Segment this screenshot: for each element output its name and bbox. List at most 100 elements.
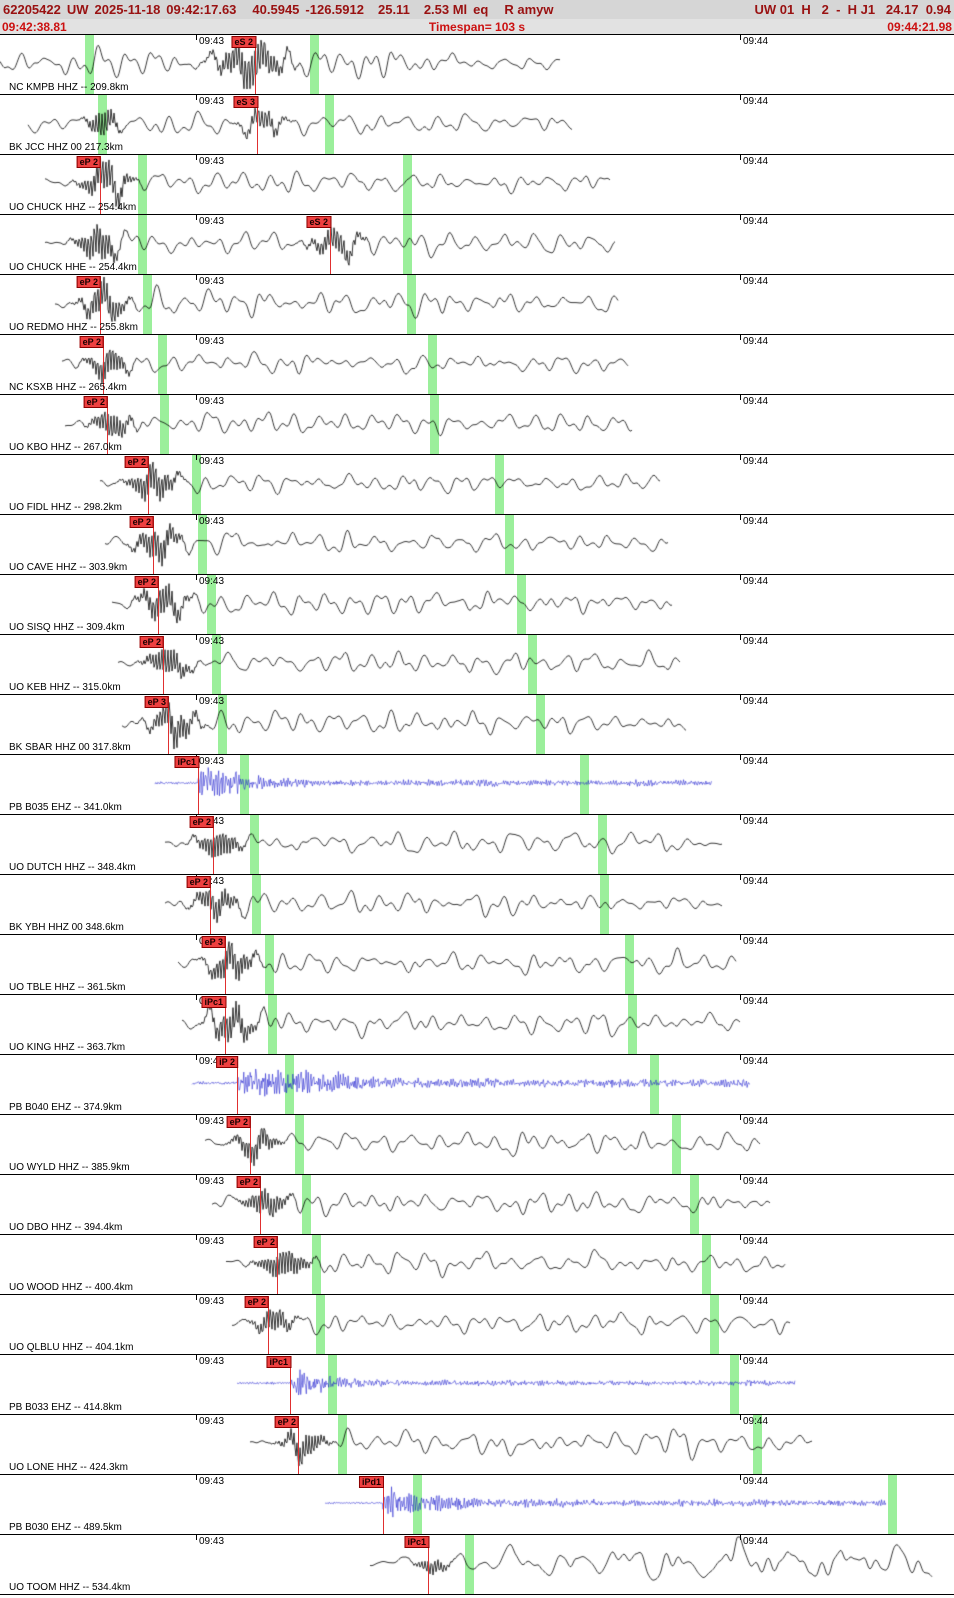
trace-row[interactable]: 09:43 09:44 eS 3 BK JCC HHZ 00 217.3km — [0, 95, 954, 155]
trace-row[interactable]: 09:43 09:44 iPc1 PB B033 EHZ -- 414.8km — [0, 1355, 954, 1415]
phase-pick-flag[interactable]: iPd1 — [358, 1476, 384, 1488]
pick-time-line — [163, 636, 164, 694]
phase-pick-flag[interactable]: eP 2 — [76, 276, 101, 288]
waveform-trace[interactable] — [0, 155, 954, 214]
trace-row[interactable]: 09:43 09:44 eP 2 BK YBH HHZ 00 348.6km — [0, 875, 954, 935]
trace-row[interactable]: 09:43 09:44 eP 2 UO WOOD HHZ -- 400.4km — [0, 1235, 954, 1295]
phase-pick-flag[interactable]: iPc1 — [201, 996, 226, 1008]
phase-pick-flag[interactable]: eP 2 — [274, 1416, 299, 1428]
waveform-trace[interactable] — [0, 1175, 954, 1234]
waveform-trace[interactable] — [0, 1355, 954, 1414]
station-label: PB B033 EHZ -- 414.8km — [9, 1402, 122, 1413]
phase-pick-flag[interactable]: eP 3 — [144, 696, 169, 708]
trace-row[interactable]: 09:43 09:44 iPd1 PB B030 EHZ -- 489.5km — [0, 1475, 954, 1535]
trace-row[interactable]: 09:43 09:44 iP 2 PB B040 EHZ -- 374.9km — [0, 1055, 954, 1115]
trace-row[interactable]: 09:43 09:44 eP 2 UO LONE HHZ -- 424.3km — [0, 1415, 954, 1475]
trace-row[interactable]: 09:43 09:44 eP 2 UO CHUCK HHZ -- 254.4km — [0, 155, 954, 215]
waveform-trace[interactable] — [0, 35, 954, 94]
phase-pick-flag[interactable]: eP 2 — [253, 1236, 278, 1248]
waveform-trace[interactable] — [0, 695, 954, 754]
phase-pick-flag[interactable]: eP 2 — [134, 576, 159, 588]
waveform-trace[interactable] — [0, 395, 954, 454]
trace-row[interactable]: 09:43 09:44 eP 2 UO KBO HHZ -- 267.0km — [0, 395, 954, 455]
station-label: BK JCC HHZ 00 217.3km — [9, 142, 123, 153]
phase-pick-label: eP 2 — [247, 1297, 266, 1307]
phase-pick-flag[interactable]: eP 2 — [236, 1176, 261, 1188]
trace-row[interactable]: 09:43 09:44 eP 2 UO WYLD HHZ -- 385.9km — [0, 1115, 954, 1175]
waveform-trace[interactable] — [0, 575, 954, 634]
trace-row[interactable]: 09:43 09:44 eS 2 NC KMPB HHZ -- 209.8km — [0, 35, 954, 95]
trace-row[interactable]: 09:43 09:44 eP 2 UO SISQ HHZ -- 309.4km — [0, 575, 954, 635]
waveform-trace[interactable] — [0, 215, 954, 274]
phase-pick-flag[interactable]: eP 2 — [79, 336, 104, 348]
trace-row[interactable]: 09:43 09:44 eP 2 UO QLBLU HHZ -- 404.1km — [0, 1295, 954, 1355]
trace-row[interactable]: 09:43 09:44 eP 2 UO KEB HHZ -- 315.0km — [0, 635, 954, 695]
trace-row[interactable]: 09:43 09:44 eP 3 BK SBAR HHZ 00 317.8km — [0, 695, 954, 755]
station-label: UO TOOM HHZ -- 534.4km — [9, 1582, 131, 1593]
phase-pick-flag[interactable]: eP 2 — [139, 636, 164, 648]
trace-row[interactable]: 09:43 09:44 iPc1 PB B035 EHZ -- 341.0km — [0, 755, 954, 815]
phase-pick-flag[interactable]: eP 2 — [129, 516, 154, 528]
waveform-trace[interactable] — [0, 275, 954, 334]
trace-row[interactable]: 09:43 09:44 eP 3 UO TBLE HHZ -- 361.5km — [0, 935, 954, 995]
phase-pick-flag[interactable]: eS 2 — [306, 216, 331, 228]
waveform-trace[interactable] — [0, 1415, 954, 1474]
pick-time-line — [277, 1236, 278, 1294]
event-date: 2025-11-18 — [94, 2, 161, 17]
waveform-trace[interactable] — [0, 515, 954, 574]
event-header-bar: 62205422 UW 2025-11-18 09:42:17.63 40.59… — [0, 0, 954, 19]
trace-row[interactable]: 09:43 09:44 iPc1 UO KING HHZ -- 363.7km — [0, 995, 954, 1055]
phase-pick-flag[interactable]: eP 2 — [244, 1296, 269, 1308]
phase-pick-flag[interactable]: eP 2 — [186, 876, 211, 888]
pick-time-line — [198, 756, 199, 814]
waveform-trace[interactable] — [0, 335, 954, 394]
phase-pick-label: eP 2 — [79, 277, 98, 287]
waveform-trace[interactable] — [0, 1475, 954, 1534]
waveform-trace[interactable] — [0, 1115, 954, 1174]
trace-row[interactable]: 09:43 09:44 eP 2 UO DUTCH HHZ -- 348.4km — [0, 815, 954, 875]
phase-pick-flag[interactable]: eS 2 — [231, 36, 256, 48]
pick-time-line — [237, 1056, 238, 1114]
phase-pick-flag[interactable]: eP 3 — [201, 936, 226, 948]
waveform-trace[interactable] — [0, 815, 954, 874]
pick-time-line — [103, 336, 104, 394]
trace-row[interactable]: 09:43 09:44 eP 2 UO REDMO HHZ -- 255.8km — [0, 275, 954, 335]
trace-row[interactable]: 09:43 09:44 eP 2 NC KSXB HHZ -- 265.4km — [0, 335, 954, 395]
waveform-trace[interactable] — [0, 755, 954, 814]
phase-pick-flag[interactable]: eP 2 — [189, 816, 214, 828]
station-label: BK YBH HHZ 00 348.6km — [9, 922, 124, 933]
station-label: UO FIDL HHZ -- 298.2km — [9, 502, 122, 513]
phase-pick-flag[interactable]: iPc1 — [174, 756, 199, 768]
waveform-trace[interactable] — [0, 95, 954, 154]
trace-row[interactable]: 09:43 09:44 eS 2 UO CHUCK HHE -- 254.4km — [0, 215, 954, 275]
waveform-trace[interactable] — [0, 875, 954, 934]
trace-row[interactable]: 09:43 09:44 iPc1 UO TOOM HHZ -- 534.4km — [0, 1535, 954, 1595]
waveform-trace[interactable] — [0, 455, 954, 514]
waveform-trace[interactable] — [0, 935, 954, 994]
station-label: PB B030 EHZ -- 489.5km — [9, 1522, 122, 1533]
waveform-trace[interactable] — [0, 1295, 954, 1354]
waveform-trace[interactable] — [0, 1535, 954, 1594]
waveform-trace[interactable] — [0, 1055, 954, 1114]
phase-pick-flag[interactable]: eP 2 — [83, 396, 108, 408]
trace-row[interactable]: 09:43 09:44 eP 2 UO DBO HHZ -- 394.4km — [0, 1175, 954, 1235]
phase-pick-flag[interactable]: iPc1 — [404, 1536, 429, 1548]
phase-pick-flag[interactable]: eS 3 — [233, 96, 258, 108]
phase-pick-flag[interactable]: eP 2 — [124, 456, 149, 468]
phase-pick-flag[interactable]: eP 2 — [226, 1116, 251, 1128]
window-start-time: 09:42:38.81 — [2, 19, 67, 34]
phase-pick-label: eP 3 — [147, 697, 166, 707]
trace-row[interactable]: 09:43 09:44 eP 2 UO CAVE HHZ -- 303.9km — [0, 515, 954, 575]
phase-pick-flag[interactable]: eP 2 — [76, 156, 101, 168]
waveform-trace[interactable] — [0, 1235, 954, 1294]
waveform-trace[interactable] — [0, 995, 954, 1054]
phase-pick-flag[interactable]: iP 2 — [216, 1056, 238, 1068]
phase-pick-label: eP 2 — [229, 1117, 248, 1127]
event-id: 62205422 — [3, 2, 61, 17]
trace-row[interactable]: 09:43 09:44 eP 2 UO FIDL HHZ -- 298.2km — [0, 455, 954, 515]
pick-time-line — [225, 936, 226, 994]
pick-time-line — [255, 36, 256, 94]
station-label: UO KING HHZ -- 363.7km — [9, 1042, 126, 1053]
phase-pick-label: iPc1 — [177, 757, 196, 767]
phase-pick-flag[interactable]: iPc1 — [266, 1356, 291, 1368]
